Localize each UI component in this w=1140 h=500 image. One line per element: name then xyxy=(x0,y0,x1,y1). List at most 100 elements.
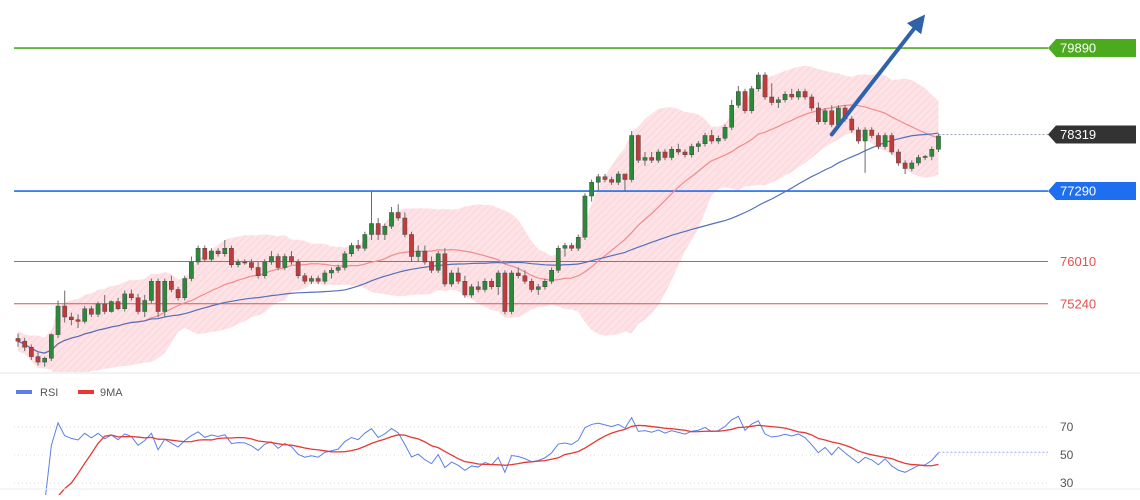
candle-body-bearish xyxy=(675,149,681,153)
candle xyxy=(249,259,254,271)
candle xyxy=(449,270,454,287)
candle-body-bearish xyxy=(202,248,208,260)
moving-average-fast xyxy=(17,104,939,354)
candle-body-bullish xyxy=(122,293,128,309)
candle-body-bullish xyxy=(189,261,194,279)
candle xyxy=(809,94,815,111)
candle-body-bullish xyxy=(629,135,634,180)
candle xyxy=(682,149,688,158)
candle-body-bearish xyxy=(569,245,574,249)
candle xyxy=(369,191,374,240)
candle-body-bearish xyxy=(682,151,688,155)
candle-body-bullish xyxy=(182,278,188,298)
candle-body-bullish xyxy=(642,157,648,161)
candle-body-bearish xyxy=(762,74,768,98)
candle xyxy=(669,146,675,161)
candle xyxy=(209,248,214,262)
candle xyxy=(796,88,801,100)
candle-body-bullish xyxy=(309,278,314,282)
rsi-plot: 70 50 30 xyxy=(14,415,1074,495)
candle-body-bearish xyxy=(455,272,461,282)
candle-body-bullish xyxy=(882,135,888,147)
candle-body-bullish xyxy=(435,253,441,271)
candle-body-bullish xyxy=(369,223,374,235)
rsi-tick-label: 30 xyxy=(1060,476,1074,490)
candle-body-bearish xyxy=(422,250,428,263)
level-badge-79890: 79890 xyxy=(1048,39,1136,58)
candle-body-bullish xyxy=(262,261,268,276)
price-plot xyxy=(14,47,1048,372)
candle-body-bullish xyxy=(862,129,868,142)
candle-body-bullish xyxy=(495,272,501,287)
candle-body-bullish xyxy=(322,272,328,282)
legend-label-rsi: RSI xyxy=(40,387,58,399)
candle-body-bearish xyxy=(302,275,308,282)
candle-body-bullish xyxy=(595,176,601,183)
candle xyxy=(756,72,761,92)
candle xyxy=(702,132,708,147)
candle xyxy=(42,356,48,367)
candle-body-bullish xyxy=(95,303,101,315)
legend-swatch-rsi xyxy=(16,390,32,394)
candle-body-bearish xyxy=(169,281,174,290)
candle-body-bearish xyxy=(28,347,34,357)
candle xyxy=(35,352,41,366)
candle xyxy=(856,127,861,144)
candle-body-bullish xyxy=(916,157,921,164)
candle xyxy=(175,286,181,301)
candle-body-bearish xyxy=(462,281,468,296)
candle-body-bearish xyxy=(442,253,448,285)
candlesticks xyxy=(15,72,941,367)
candle-body-bearish xyxy=(609,179,614,183)
candle-body-bullish xyxy=(449,272,454,285)
rsi-gridlines xyxy=(14,426,1048,484)
candle xyxy=(429,256,434,273)
candle xyxy=(716,135,721,144)
candle-body-bullish xyxy=(695,143,701,147)
candle xyxy=(149,278,154,304)
candle xyxy=(162,278,168,317)
candle-body-bullish xyxy=(109,301,114,312)
candle xyxy=(322,270,328,284)
candle xyxy=(329,267,334,279)
candle-body-bullish xyxy=(342,253,348,268)
candle-body-bearish xyxy=(295,261,301,276)
candle xyxy=(422,245,428,265)
candle-body-bearish xyxy=(22,340,28,348)
candle-body-bullish xyxy=(936,135,941,150)
candle xyxy=(262,259,268,279)
candle-body-bearish xyxy=(89,308,94,315)
candle-body-bearish xyxy=(289,256,294,263)
candle-body-bearish xyxy=(489,281,494,287)
candle-body-bullish xyxy=(562,245,568,249)
candle-body-bullish xyxy=(669,149,675,158)
candle xyxy=(916,154,921,166)
candle-body-bearish xyxy=(869,129,875,136)
candle xyxy=(909,160,915,172)
candle xyxy=(469,284,474,298)
level-label-75240: 75240 xyxy=(1060,296,1096,311)
candle-body-bearish xyxy=(229,248,234,265)
candle-body-bullish xyxy=(282,256,288,268)
candle xyxy=(515,267,521,279)
candle xyxy=(375,218,381,240)
candle xyxy=(202,245,208,262)
candle xyxy=(95,301,101,317)
candle-body-bullish xyxy=(615,173,621,183)
candle xyxy=(655,149,661,163)
candle xyxy=(615,171,621,185)
candle-body-bearish xyxy=(522,275,528,282)
candle-body-bearish xyxy=(429,261,434,271)
candle xyxy=(155,278,161,317)
rsi-tick-labels: 70 50 30 xyxy=(1060,420,1074,490)
candle-body-bearish xyxy=(849,118,855,131)
candle xyxy=(115,297,121,311)
candle xyxy=(535,284,541,295)
level-badge-label: 79890 xyxy=(1060,41,1096,56)
candle-body-bullish xyxy=(509,272,514,312)
candle-body-bearish xyxy=(375,223,381,235)
candle-body-bearish xyxy=(889,135,895,153)
candle-body-bullish xyxy=(142,300,148,312)
candle xyxy=(889,132,895,155)
candle xyxy=(169,275,174,293)
